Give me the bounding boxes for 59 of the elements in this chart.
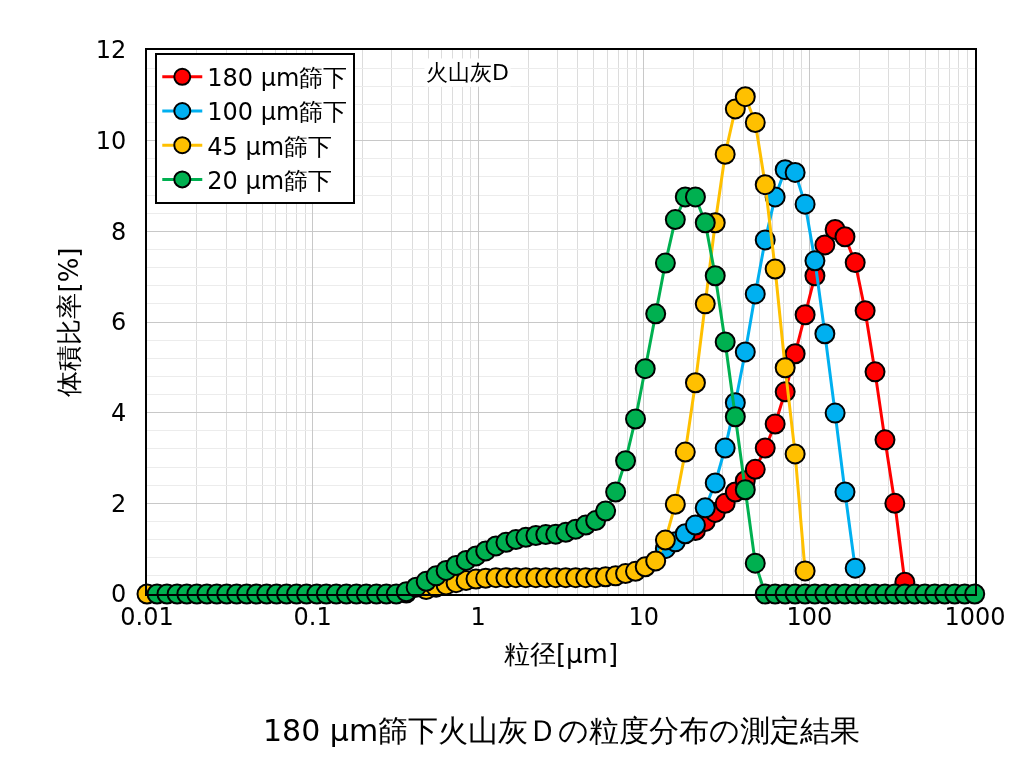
point — [764, 413, 786, 435]
point — [694, 497, 716, 519]
point — [674, 441, 696, 463]
point — [754, 437, 776, 459]
point — [844, 557, 866, 579]
point — [814, 234, 836, 256]
point — [804, 250, 826, 272]
point — [834, 481, 856, 503]
point — [744, 112, 766, 134]
point — [684, 372, 706, 394]
x-tick-label: 1000 — [944, 602, 1006, 631]
y-tick-label: 6 — [110, 308, 127, 337]
legend-label: 180 μm篩下 — [207, 64, 348, 93]
y-axis-title: 体積比率[%] — [53, 247, 84, 397]
x-tick-label: 1 — [470, 602, 486, 631]
point — [814, 323, 836, 345]
annotation: 火山灰D — [426, 60, 509, 85]
point — [784, 343, 806, 365]
y-tick-label: 10 — [95, 127, 127, 156]
y-tick-label: 2 — [110, 489, 127, 518]
point — [794, 193, 816, 215]
point — [645, 550, 667, 572]
point — [744, 458, 766, 480]
y-tick-label: 4 — [110, 399, 127, 428]
point — [884, 492, 906, 514]
legend-label: 20 μm篩下 — [207, 166, 333, 195]
text: 180 µm篩下火山灰Ｄの粒度分布の測定結果 — [263, 713, 861, 748]
point — [874, 429, 896, 451]
point — [834, 226, 856, 248]
y-tick-label: 12 — [95, 36, 127, 65]
point — [854, 300, 876, 322]
x-tick-label: 100 — [786, 602, 833, 631]
point — [664, 493, 686, 515]
point — [654, 529, 676, 551]
legend-label: 45 μm篩下 — [207, 132, 333, 161]
point — [784, 161, 806, 183]
x-axis-title: 粒径[μm] — [503, 639, 619, 669]
point — [764, 258, 786, 280]
legend-label: 100 μm篩下 — [207, 98, 348, 127]
point — [794, 304, 816, 326]
point — [864, 361, 886, 383]
point — [704, 472, 726, 494]
point — [824, 402, 846, 424]
point — [844, 252, 866, 274]
point — [744, 283, 766, 305]
point — [694, 293, 716, 315]
point — [774, 357, 796, 379]
point — [714, 437, 736, 459]
x-tick-label: 10 — [628, 602, 660, 631]
point — [714, 143, 736, 165]
point — [794, 560, 816, 582]
point — [754, 174, 776, 196]
point — [784, 443, 806, 465]
point — [734, 341, 756, 363]
y-tick-label: 8 — [110, 217, 127, 246]
point — [684, 514, 706, 536]
x-tick-label: 0.1 — [293, 602, 332, 631]
x-tick-label: 0.01 — [120, 602, 174, 631]
point — [734, 86, 756, 108]
